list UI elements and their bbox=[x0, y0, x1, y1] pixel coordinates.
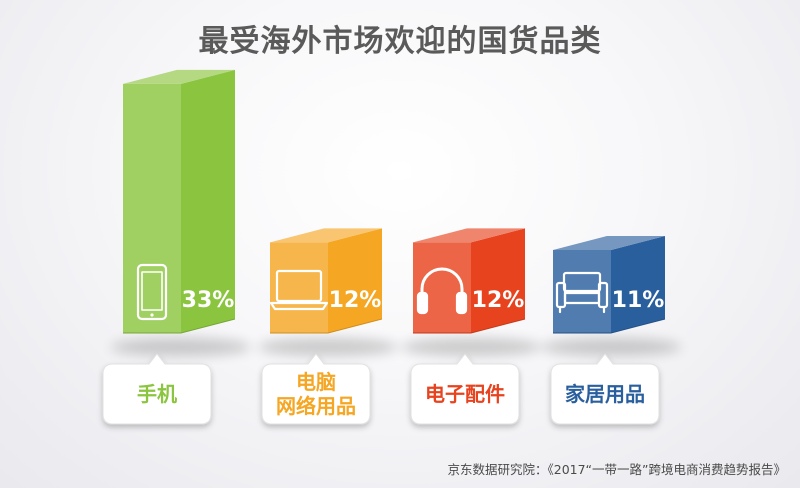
bar-4: 11% bbox=[541, 235, 681, 356]
source-note: 京东数据研究院：《2017“一带一路”跨境电商消费趋势报告》 bbox=[447, 462, 786, 477]
bar-shadow bbox=[258, 338, 398, 356]
bar-value-label: 33% bbox=[182, 288, 235, 313]
laptop-icon bbox=[269, 269, 329, 311]
chart-title: 最受海外市场欢迎的国货品类 bbox=[198, 24, 602, 59]
category-label: 电脑 bbox=[296, 370, 336, 394]
bar-2: 12% bbox=[258, 228, 398, 356]
bar-edge bbox=[413, 318, 526, 334]
bar-top-face bbox=[123, 69, 235, 84]
phone-icon bbox=[136, 263, 168, 321]
bar-top-face bbox=[553, 235, 665, 250]
bar-side-face bbox=[611, 235, 665, 333]
bar-side-face bbox=[181, 69, 235, 333]
category-label: 手机 bbox=[137, 382, 177, 406]
bar-shadow bbox=[541, 338, 681, 356]
bar-shadow bbox=[401, 338, 541, 356]
bar-edge bbox=[270, 318, 383, 334]
bar-edge bbox=[123, 318, 236, 334]
sofa-icon bbox=[555, 271, 609, 314]
category-label-card: 电子配件 bbox=[410, 353, 520, 425]
category-label-card: 家居用品 bbox=[550, 353, 660, 425]
bar-value-label: 11% bbox=[612, 288, 665, 313]
category-label: 电子配件 bbox=[425, 382, 505, 406]
bar-top-face bbox=[270, 228, 382, 243]
bar-top-face bbox=[413, 228, 525, 243]
bar-side-face bbox=[471, 228, 525, 333]
bar-value-label: 12% bbox=[329, 288, 382, 313]
bar-front-face bbox=[270, 242, 328, 333]
bar-1: 33% bbox=[111, 69, 251, 356]
bar-3: 12% bbox=[401, 228, 541, 356]
category-label-card: 手机 bbox=[102, 353, 212, 425]
category-label: 网络用品 bbox=[276, 394, 356, 418]
category-label: 家居用品 bbox=[565, 382, 645, 406]
headphones-icon bbox=[416, 267, 468, 315]
bar-front-face bbox=[123, 83, 181, 333]
bar-shadow bbox=[111, 338, 251, 356]
bar-value-label: 12% bbox=[472, 288, 525, 313]
bar-side-face bbox=[328, 228, 382, 333]
bar-edge bbox=[553, 318, 666, 334]
